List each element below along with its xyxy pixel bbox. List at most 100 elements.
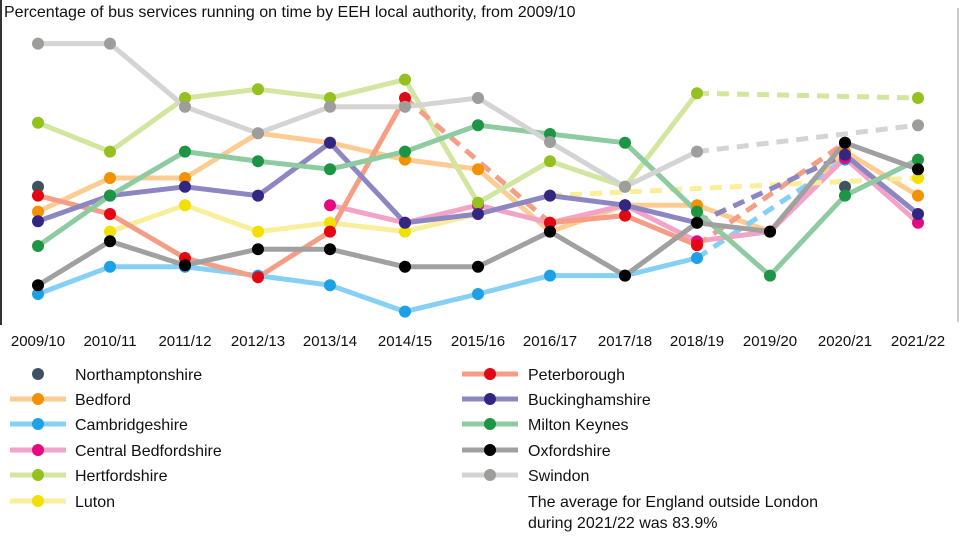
legend-marker-milton-keynes <box>484 418 496 430</box>
data-point-oxfordshire <box>544 225 556 238</box>
legend-marker-bedford <box>32 393 44 405</box>
legend-marker-central-bedfordshire <box>32 444 44 456</box>
x-tick-label: 2009/10 <box>11 333 65 350</box>
legend-label-peterborough: Peterborough <box>528 367 625 384</box>
series-line-peterborough <box>108 211 187 261</box>
x-tick-label: 2018/19 <box>670 333 724 350</box>
data-point-bedford <box>912 189 924 202</box>
legend-label-northamptonshire: Northamptonshire <box>75 367 202 384</box>
series-line-oxfordshire <box>696 220 771 235</box>
legend-label-milton-keynes: Milton Keynes <box>528 417 629 434</box>
data-point-peterborough <box>252 271 264 284</box>
data-point-buckinghamshire <box>179 180 191 193</box>
legend-marker-buckinghamshire <box>484 393 496 405</box>
data-point-milton-keynes <box>912 153 924 166</box>
series-line-central-bedfordshire <box>477 202 551 226</box>
data-point-northamptonshire <box>32 180 44 193</box>
series-line-swindon <box>548 139 627 189</box>
data-point-peterborough <box>544 216 556 229</box>
data-point-swindon <box>104 37 116 50</box>
series-line-peterborough <box>403 96 552 225</box>
data-point-luton <box>252 225 264 238</box>
series-line-hertfordshire <box>257 86 331 101</box>
series-line-buckinghamshire <box>37 193 111 224</box>
series-line-swindon <box>184 104 259 136</box>
data-point-cambridgeshire <box>104 260 116 273</box>
data-point-hertfordshire <box>179 92 191 104</box>
data-point-oxfordshire <box>839 136 851 149</box>
data-point-peterborough <box>619 209 631 222</box>
data-point-swindon <box>252 127 264 140</box>
series-line-milton-keynes <box>36 193 112 249</box>
x-tick-label: 2012/13 <box>231 333 285 350</box>
legend-label-oxfordshire: Oxfordshire <box>528 443 611 460</box>
series-line-swindon <box>696 122 919 155</box>
data-point-oxfordshire <box>399 260 411 273</box>
series-line-milton-keynes <box>184 149 259 164</box>
series-line-oxfordshire <box>329 246 406 270</box>
series-line-milton-keynes <box>329 149 406 172</box>
series-line-bedford <box>404 157 479 172</box>
legend-marker-luton <box>32 495 44 507</box>
data-point-hertfordshire <box>399 73 411 86</box>
data-point-oxfordshire <box>179 259 191 272</box>
series-line-buckinghamshire <box>328 141 407 225</box>
series-line-peterborough <box>37 193 111 217</box>
legend-label-hertfordshire: Hertfordshire <box>75 468 168 485</box>
x-tick-label: 2011/12 <box>158 333 211 350</box>
data-point-peterborough <box>691 239 703 252</box>
legend-label-luton: Luton <box>75 494 115 511</box>
series-line-hertfordshire <box>696 90 919 101</box>
series-line-hertfordshire <box>108 95 187 154</box>
data-point-bedford <box>179 172 191 184</box>
series-line-luton <box>549 175 919 199</box>
series-line-oxfordshire <box>768 141 847 234</box>
data-point-milton-keynes <box>104 189 116 202</box>
legend-marker-swindon <box>484 469 496 481</box>
data-point-bedford <box>32 205 44 218</box>
data-point-hertfordshire <box>912 92 924 104</box>
series-line-buckinghamshire <box>477 193 551 217</box>
series-line-oxfordshire <box>623 220 699 278</box>
legend-marker-hertfordshire <box>32 469 44 481</box>
legend-label-buckinghamshire: Buckinghamshire <box>528 392 651 409</box>
series-line-buckinghamshire <box>624 202 698 226</box>
data-point-luton <box>324 216 336 229</box>
data-point-hertfordshire <box>104 145 116 158</box>
series-line-hertfordshire <box>476 159 552 205</box>
data-point-buckinghamshire <box>252 189 264 202</box>
series-line-milton-keynes <box>404 122 479 154</box>
series-line-buckinghamshire <box>404 211 479 226</box>
series-line-cambridgeshire <box>37 264 111 297</box>
data-point-oxfordshire <box>764 225 776 238</box>
series-line-peterborough <box>549 213 626 226</box>
series-line-cambridgeshire <box>257 273 331 288</box>
x-tick-label: 2017/18 <box>598 333 652 350</box>
data-point-swindon <box>32 37 44 50</box>
series-line-buckinghamshire <box>256 140 332 198</box>
series-line-luton <box>329 220 406 235</box>
series-line-hertfordshire <box>329 77 406 101</box>
data-point-buckinghamshire <box>619 199 631 212</box>
x-tick-label: 2020/21 <box>818 333 872 350</box>
data-point-milton-keynes <box>252 155 264 168</box>
legend-marker-cambridgeshire <box>32 418 44 430</box>
data-point-milton-keynes <box>619 136 631 149</box>
series-line-hertfordshire <box>623 91 699 189</box>
data-point-luton <box>399 225 411 238</box>
data-point-milton-keynes <box>399 145 411 158</box>
data-point-swindon <box>619 180 631 193</box>
data-point-hertfordshire <box>544 155 556 168</box>
series-line-central-bedfordshire <box>696 229 771 244</box>
series-line-central-bedfordshire <box>623 202 699 244</box>
data-point-cambridgeshire <box>544 269 556 282</box>
data-point-buckinghamshire <box>839 148 851 161</box>
series-line-swindon <box>404 95 479 110</box>
series-line-swindon <box>476 95 552 145</box>
data-point-hertfordshire <box>32 116 44 129</box>
series-line-buckinghamshire <box>695 152 847 226</box>
x-tick-label: 2013/14 <box>303 333 357 350</box>
x-tick-label: 2021/22 <box>891 333 945 350</box>
